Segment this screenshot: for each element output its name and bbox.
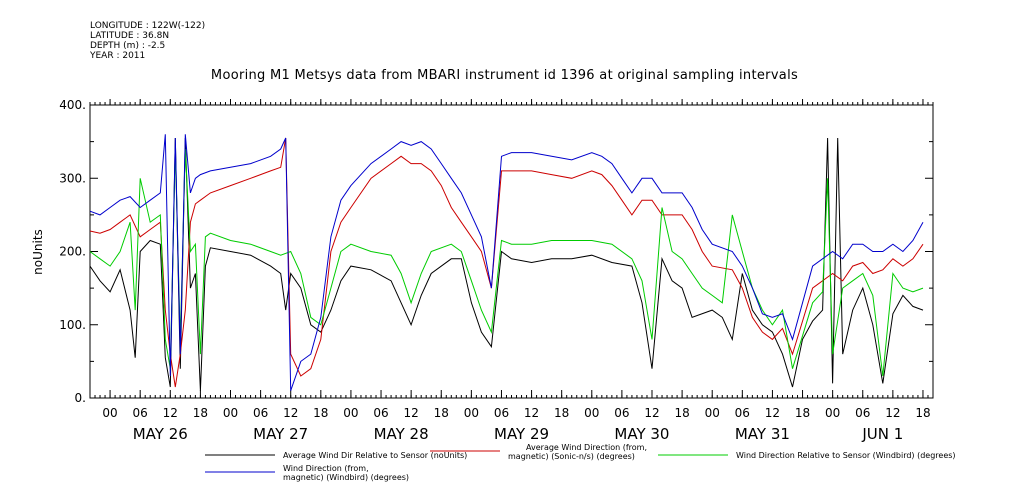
x-tick-label: 12 [404,406,419,420]
x-tick-label: 00 [223,406,238,420]
depth-text: DEPTH (m) : -2.5 [90,41,166,51]
plot-frame [89,104,934,399]
x-tick-label: 18 [554,406,569,420]
x-tick-label: 18 [193,406,208,420]
x-tick-label: 18 [313,406,328,420]
legend-label: Average Wind Direction (from, [526,443,647,452]
y-tick-label: 100. [59,318,86,332]
x-day-label: MAY 30 [614,425,669,443]
legend-label: Average Wind Dir Relative to Sensor (noU… [283,451,467,460]
series-line-2 [89,137,924,388]
x-tick-label: 12 [885,406,900,420]
longitude-text: LONGITUDE : 122W(-122) [90,21,206,31]
x-tick-label: 12 [644,406,659,420]
chart-title: Mooring M1 Metsys data from MBARI instru… [210,68,799,83]
legend-label: Wind Direction (from, [283,464,369,473]
x-tick-label: 00 [705,406,720,420]
y-tick-label: 300. [59,171,86,185]
y-tick-label: 200. [59,245,86,259]
x-tick-label: 06 [614,406,629,420]
y-tick-label: 0. [75,391,86,405]
x-tick-label: 00 [102,406,117,420]
x-day-label: MAY 29 [494,425,549,443]
series-line-4 [89,134,924,391]
series-line-1 [89,137,924,391]
x-tick-label: 12 [765,406,780,420]
y-axis-label: noUnits [31,229,45,275]
x-tick-label: 00 [584,406,599,420]
x-tick-label: 00 [343,406,358,420]
x-day-label: JUN 1 [861,425,903,443]
x-tick-label: 00 [825,406,840,420]
x-tick-label: 18 [674,406,689,420]
x-tick-label: 06 [855,406,870,420]
x-tick-label: 18 [795,406,810,420]
x-day-label: MAY 31 [735,425,790,443]
x-tick-label: 12 [524,406,539,420]
x-tick-label: 18 [915,406,930,420]
x-tick-label: 06 [735,406,750,420]
x-tick-label: 06 [133,406,148,420]
x-tick-label: 06 [373,406,388,420]
x-tick-label: 06 [494,406,509,420]
x-tick-label: 12 [163,406,178,420]
x-tick-label: 00 [464,406,479,420]
y-tick-label: 400. [59,98,86,112]
x-day-label: MAY 28 [374,425,429,443]
metadata-block: LONGITUDE : 122W(-122) LATITUDE : 36.8N … [90,21,205,61]
legend-label-line2: magnetic) (Sonic-n/s) (degrees) [508,452,635,461]
x-tick-label: 06 [253,406,268,420]
series-line-3 [89,148,924,377]
legend-label-line2: magnetic) (Windbird) (degrees) [283,473,409,482]
latitude-text: LATITUDE : 36.8N [90,31,170,41]
x-tick-label: 18 [434,406,449,420]
legend-label: Wind Direction Relative to Sensor (Windb… [736,451,956,460]
year-text: YEAR : 2011 [90,51,146,61]
x-day-label: MAY 27 [253,425,308,443]
x-tick-label: 12 [283,406,298,420]
x-day-label: MAY 26 [133,425,188,443]
